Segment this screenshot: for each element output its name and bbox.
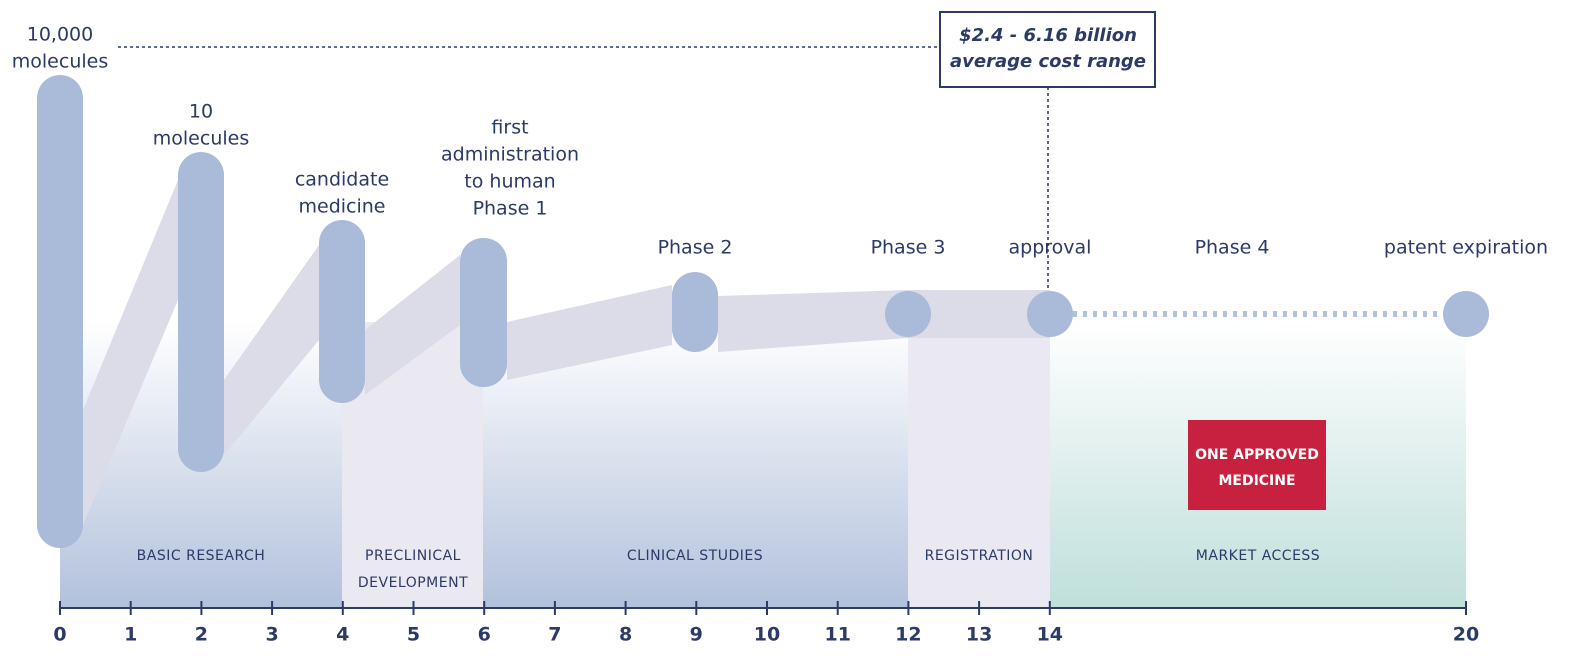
milestone-label: first <box>491 117 528 139</box>
cost-box <box>939 11 1156 88</box>
milestone-label: Phase 1 <box>473 198 548 220</box>
stage-label: PRECLINICAL <box>365 548 461 564</box>
stage-label: CLINICAL STUDIES <box>627 548 763 564</box>
tick-label: 20 <box>1453 624 1479 646</box>
milestone-label: to human <box>464 171 555 193</box>
tick-label: 5 <box>407 624 420 646</box>
tick-label: 11 <box>824 624 850 646</box>
tick-label: 13 <box>966 624 992 646</box>
connectors <box>83 180 1050 525</box>
milestone-label: molecules <box>12 51 108 73</box>
stage-area <box>908 322 1050 608</box>
milestone-label: patent expiration <box>1384 237 1548 259</box>
milestone-label: administration <box>441 144 579 166</box>
cost-label: average cost range <box>950 51 1146 72</box>
milestone-label: Phase 2 <box>658 237 733 259</box>
milestone-label: 10 <box>189 101 213 123</box>
callout-label: MEDICINE <box>1218 473 1295 489</box>
tick-label: 14 <box>1037 624 1063 646</box>
tick-label: 8 <box>619 624 632 646</box>
tick-label: 12 <box>895 624 921 646</box>
stage-label: MARKET ACCESS <box>1196 548 1320 564</box>
stage-label: REGISTRATION <box>925 548 1034 564</box>
stage-label: DEVELOPMENT <box>358 575 468 591</box>
milestone-label: candidate <box>295 169 389 191</box>
tick-label: 6 <box>478 624 491 646</box>
tick-label: 10 <box>754 624 780 646</box>
milestone-label: approval <box>1009 237 1092 259</box>
tick-label: 1 <box>124 624 137 646</box>
callout-label: ONE APPROVED <box>1195 447 1319 463</box>
cost-label: $2.4 - 6.16 billion <box>959 25 1137 46</box>
callout-box <box>1188 420 1326 510</box>
milestone-label: 10,000 <box>27 24 93 46</box>
tick-label: 7 <box>548 624 561 646</box>
tick-label: 3 <box>265 624 278 646</box>
tick-label: 0 <box>53 624 66 646</box>
milestone-label: Phase 4 <box>1195 237 1270 259</box>
tick-label: 9 <box>690 624 703 646</box>
milestone-label: molecules <box>153 128 249 150</box>
milestone-label: Phase 3 <box>871 237 946 259</box>
milestone-label: medicine <box>299 196 386 218</box>
pills <box>37 75 1489 548</box>
tick-label: 2 <box>195 624 208 646</box>
stage-label: BASIC RESEARCH <box>137 548 266 564</box>
tick-label: 4 <box>336 624 349 646</box>
